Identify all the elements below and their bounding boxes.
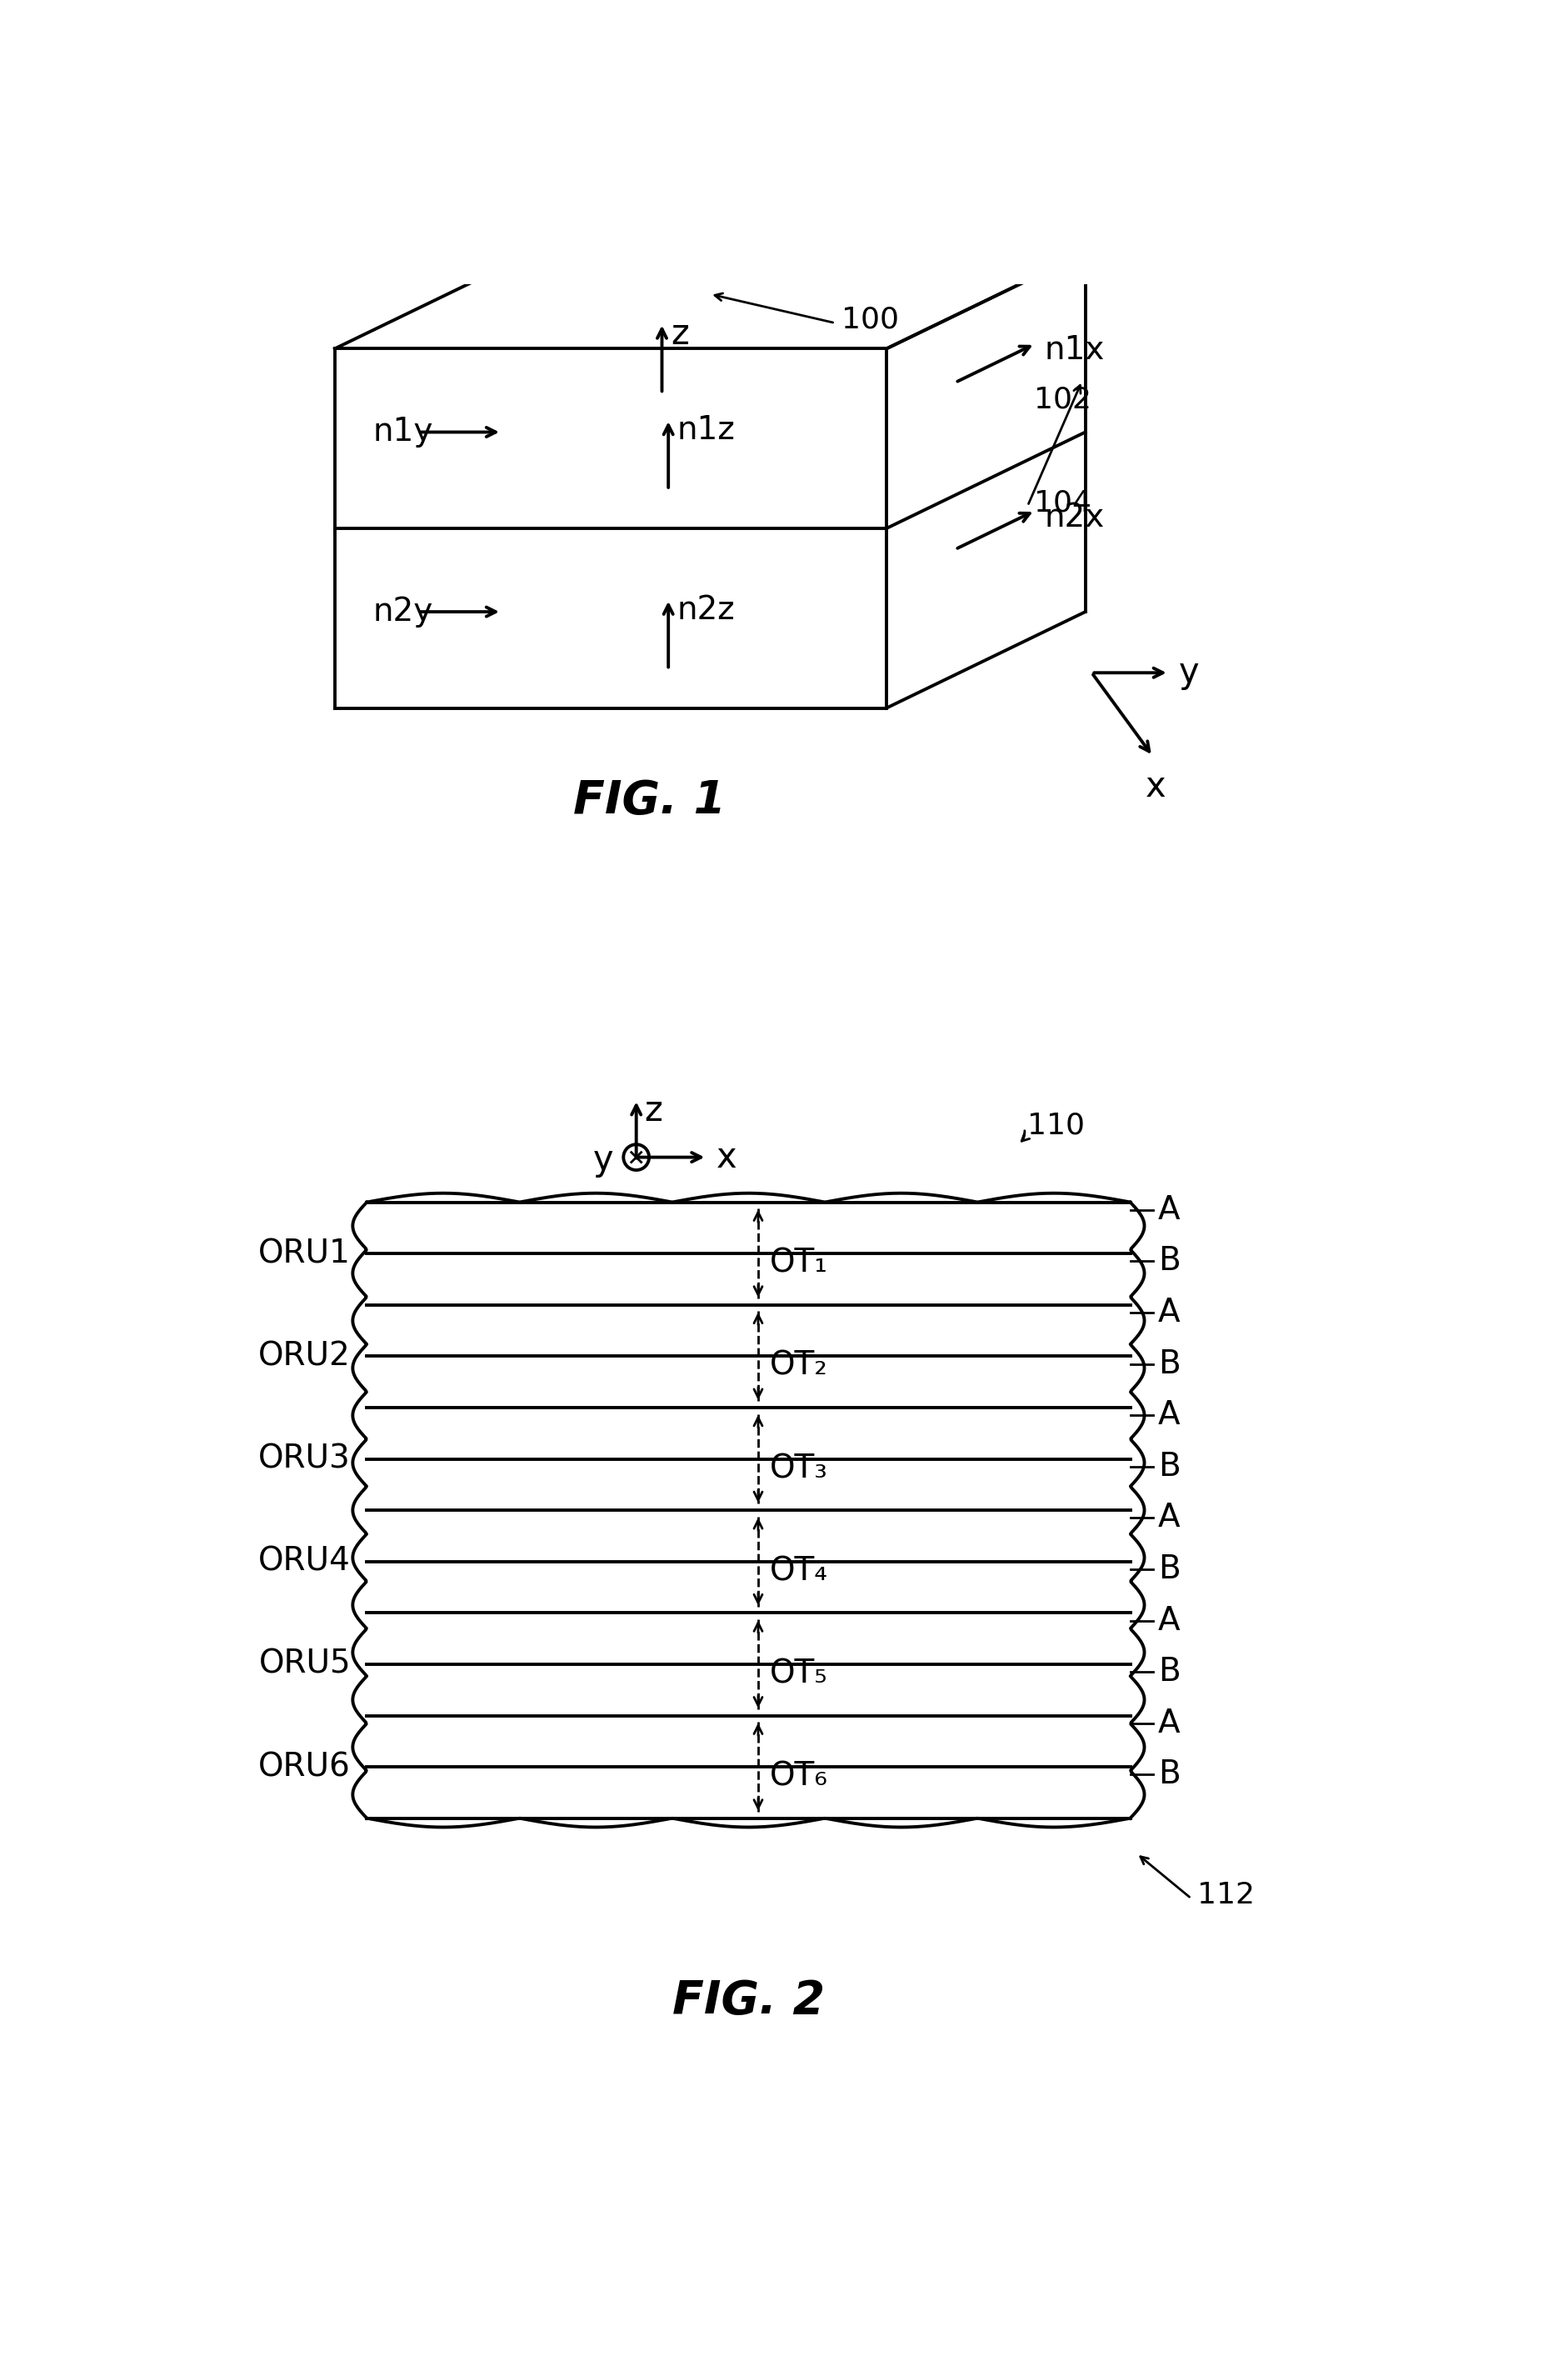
Text: FIG. 2: FIG. 2	[673, 1980, 825, 2022]
Text: A: A	[1157, 1605, 1179, 1636]
Text: z: z	[671, 318, 688, 351]
Text: n2z: n2z	[677, 593, 735, 626]
Text: B: B	[1157, 1553, 1179, 1586]
Text: 112: 112	[1196, 1880, 1254, 1909]
Text: ORU2: ORU2	[259, 1340, 351, 1373]
Text: ORU5: ORU5	[259, 1648, 351, 1681]
Text: B: B	[1157, 1759, 1179, 1790]
Text: ORU4: ORU4	[259, 1546, 351, 1577]
Text: ORU6: ORU6	[259, 1752, 351, 1783]
Text: OT₅: OT₅	[770, 1657, 828, 1691]
Text: ORU3: ORU3	[259, 1444, 351, 1475]
Text: A: A	[1157, 1707, 1179, 1738]
Text: z: z	[643, 1093, 662, 1129]
Text: B: B	[1157, 1349, 1179, 1380]
Text: FIG. 1: FIG. 1	[572, 778, 724, 823]
Text: 110: 110	[1027, 1112, 1085, 1140]
Text: A: A	[1157, 1503, 1179, 1534]
Text: n1y: n1y	[373, 417, 433, 448]
Text: y: y	[593, 1143, 613, 1178]
Text: A: A	[1157, 1399, 1179, 1432]
Text: 104: 104	[1033, 488, 1091, 517]
Text: A: A	[1157, 1297, 1179, 1328]
Text: n2x: n2x	[1044, 500, 1104, 533]
Text: B: B	[1157, 1245, 1179, 1278]
Text: n2y: n2y	[373, 595, 433, 628]
Text: OT₆: OT₆	[770, 1762, 828, 1792]
Text: B: B	[1157, 1655, 1179, 1688]
Text: y: y	[1178, 654, 1198, 690]
Text: OT₃: OT₃	[770, 1453, 828, 1484]
Text: B: B	[1157, 1451, 1179, 1482]
Text: A: A	[1157, 1195, 1179, 1226]
Text: x: x	[717, 1140, 737, 1174]
Text: n1x: n1x	[1044, 334, 1104, 365]
Text: 102: 102	[1033, 386, 1091, 415]
Text: OT₂: OT₂	[770, 1349, 828, 1382]
Text: ORU1: ORU1	[259, 1238, 351, 1268]
Text: x: x	[1145, 768, 1165, 804]
Text: OT₁: OT₁	[770, 1247, 828, 1278]
Text: 100: 100	[840, 306, 898, 334]
Text: OT₄: OT₄	[770, 1555, 828, 1586]
Text: n1z: n1z	[677, 415, 735, 446]
